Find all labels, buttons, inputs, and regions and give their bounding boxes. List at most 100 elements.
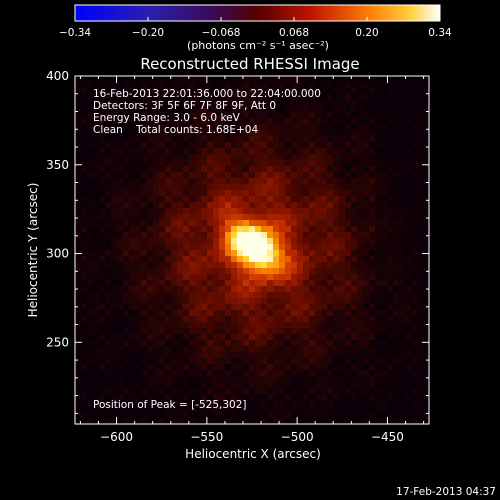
image-pixel [405,208,411,214]
image-pixel [123,286,129,292]
image-pixel [357,412,363,418]
image-pixel [129,364,135,370]
image-pixel [279,154,285,160]
image-pixel [405,214,411,220]
image-pixel [243,184,249,190]
image-pixel [201,334,207,340]
image-pixel [399,418,405,424]
image-pixel [345,412,351,418]
image-pixel [375,148,381,154]
annotation-energy-range: Energy Range: 3.0 - 6.0 keV [93,112,241,124]
image-pixel [165,316,171,322]
y-tick-label: 300 [46,247,69,261]
image-pixel [363,304,369,310]
image-pixel [303,118,309,124]
image-pixel [297,400,303,406]
image-pixel [363,124,369,130]
image-pixel [249,370,255,376]
image-pixel [309,154,315,160]
image-pixel [273,400,279,406]
image-pixel [189,340,195,346]
image-pixel [315,244,321,250]
image-pixel [321,172,327,178]
image-pixel [393,214,399,220]
image-pixel [303,412,309,418]
image-pixel [405,382,411,388]
image-pixel [351,208,357,214]
image-pixel [171,160,177,166]
image-pixel [189,88,195,94]
image-pixel [291,220,297,226]
image-pixel [129,358,135,364]
image-pixel [381,400,387,406]
image-pixel [219,370,225,376]
image-pixel [381,262,387,268]
image-pixel [99,136,105,142]
image-pixel [171,280,177,286]
image-pixel [279,370,285,376]
image-pixel [171,100,177,106]
image-pixel [183,316,189,322]
image-pixel [99,382,105,388]
image-pixel [111,208,117,214]
image-pixel [123,94,129,100]
image-pixel [87,406,93,412]
image-pixel [147,418,153,424]
image-pixel [381,238,387,244]
image-pixel [81,178,87,184]
image-pixel [129,340,135,346]
image-pixel [81,250,87,256]
image-pixel [327,142,333,148]
image-pixel [387,226,393,232]
image-pixel [333,292,339,298]
image-pixel [183,196,189,202]
image-pixel [81,166,87,172]
image-pixel [117,412,123,418]
image-pixel [219,154,225,160]
image-pixel [93,304,99,310]
image-pixel [255,274,261,280]
image-pixel [267,346,273,352]
image-pixel [399,292,405,298]
image-pixel [177,160,183,166]
image-pixel [189,376,195,382]
image-pixel [255,112,261,118]
image-pixel [411,190,417,196]
image-pixel [81,106,87,112]
image-pixel [339,166,345,172]
image-pixel [201,244,207,250]
image-pixel [255,82,261,88]
image-pixel [117,214,123,220]
image-pixel [357,244,363,250]
image-pixel [321,370,327,376]
image-pixel [261,220,267,226]
image-pixel [309,334,315,340]
image-pixel [153,322,159,328]
image-pixel [255,250,261,256]
image-pixel [147,322,153,328]
image-pixel [417,226,423,232]
image-pixel [321,316,327,322]
image-pixel [177,184,183,190]
image-pixel [405,88,411,94]
image-pixel [123,388,129,394]
image-pixel [285,334,291,340]
image-pixel [111,322,117,328]
image-pixel [219,76,225,82]
image-pixel [237,310,243,316]
image-pixel [333,304,339,310]
image-pixel [147,388,153,394]
image-pixel [303,346,309,352]
image-pixel [195,328,201,334]
image-pixel [165,214,171,220]
image-pixel [129,82,135,88]
image-pixel [123,262,129,268]
image-pixel [369,244,375,250]
image-pixel [153,148,159,154]
image-pixel [255,298,261,304]
image-pixel [129,148,135,154]
image-pixel [297,268,303,274]
image-pixel [381,346,387,352]
image-pixel [93,166,99,172]
image-pixel [93,202,99,208]
